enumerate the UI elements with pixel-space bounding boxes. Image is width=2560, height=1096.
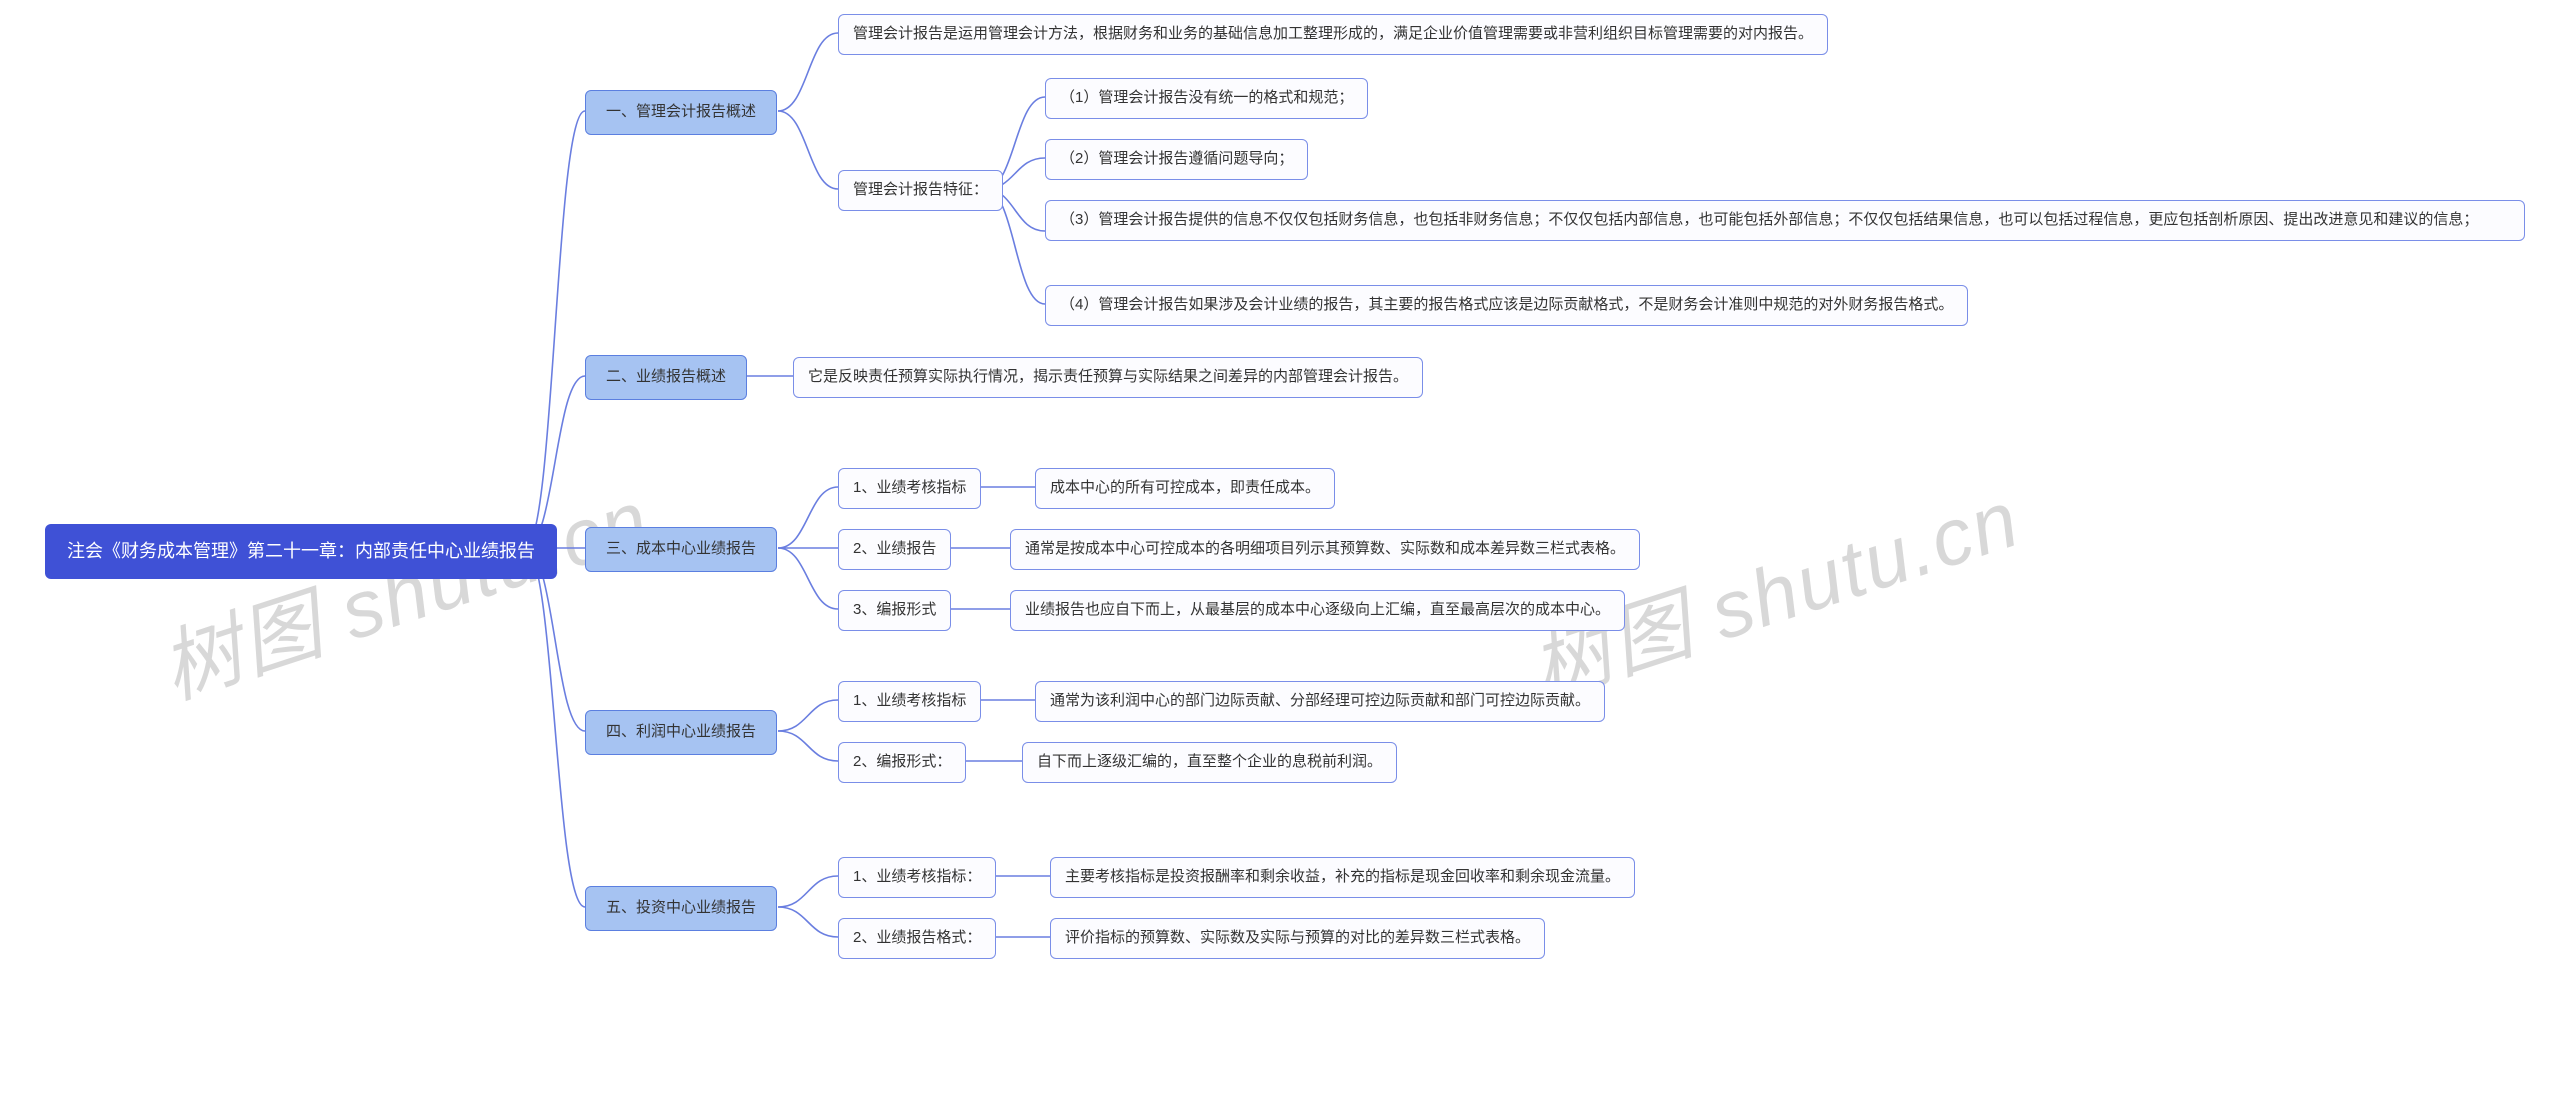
- branch-5: 五、投资中心业绩报告: [585, 886, 777, 931]
- b5-c2: 2、业绩报告格式：: [838, 918, 996, 959]
- b3-c3: 3、编报形式: [838, 590, 951, 631]
- branch-2: 二、业绩报告概述: [585, 355, 747, 400]
- b5-c1: 1、业绩考核指标：: [838, 857, 996, 898]
- b5-c1-leaf: 主要考核指标是投资报酬率和剩余收益，补充的指标是现金回收率和剩余现金流量。: [1050, 857, 1635, 898]
- b3-c1-leaf: 成本中心的所有可控成本，即责任成本。: [1035, 468, 1335, 509]
- branch-3: 三、成本中心业绩报告: [585, 527, 777, 572]
- b3-c2: 2、业绩报告: [838, 529, 951, 570]
- b1-features: 管理会计报告特征：: [838, 170, 1003, 211]
- b4-c1: 1、业绩考核指标: [838, 681, 981, 722]
- b1-feat-4: （4）管理会计报告如果涉及会计业绩的报告，其主要的报告格式应该是边际贡献格式，不…: [1045, 285, 1968, 326]
- b5-c2-leaf: 评价指标的预算数、实际数及实际与预算的对比的差异数三栏式表格。: [1050, 918, 1545, 959]
- branch-4: 四、利润中心业绩报告: [585, 710, 777, 755]
- b1-leaf-def: 管理会计报告是运用管理会计方法，根据财务和业务的基础信息加工整理形成的，满足企业…: [838, 14, 1828, 55]
- branch-1: 一、管理会计报告概述: [585, 90, 777, 135]
- b1-feat-2: （2）管理会计报告遵循问题导向；: [1045, 139, 1308, 180]
- b4-c2: 2、编报形式：: [838, 742, 966, 783]
- b3-c2-leaf: 通常是按成本中心可控成本的各明细项目列示其预算数、实际数和成本差异数三栏式表格。: [1010, 529, 1640, 570]
- root-node: 注会《财务成本管理》第二十一章：内部责任中心业绩报告: [45, 524, 557, 579]
- b4-c1-leaf: 通常为该利润中心的部门边际贡献、分部经理可控边际贡献和部门可控边际贡献。: [1035, 681, 1605, 722]
- b1-feat-1: （1）管理会计报告没有统一的格式和规范；: [1045, 78, 1368, 119]
- b4-c2-leaf: 自下而上逐级汇编的，直至整个企业的息税前利润。: [1022, 742, 1397, 783]
- b2-leaf: 它是反映责任预算实际执行情况，揭示责任预算与实际结果之间差异的内部管理会计报告。: [793, 357, 1423, 398]
- b1-feat-3: （3）管理会计报告提供的信息不仅仅包括财务信息，也包括非财务信息；不仅仅包括内部…: [1045, 200, 2525, 241]
- b3-c3-leaf: 业绩报告也应自下而上，从最基层的成本中心逐级向上汇编，直至最高层次的成本中心。: [1010, 590, 1625, 631]
- b3-c1: 1、业绩考核指标: [838, 468, 981, 509]
- watermark: 树图 shutu.cn: [144, 455, 662, 722]
